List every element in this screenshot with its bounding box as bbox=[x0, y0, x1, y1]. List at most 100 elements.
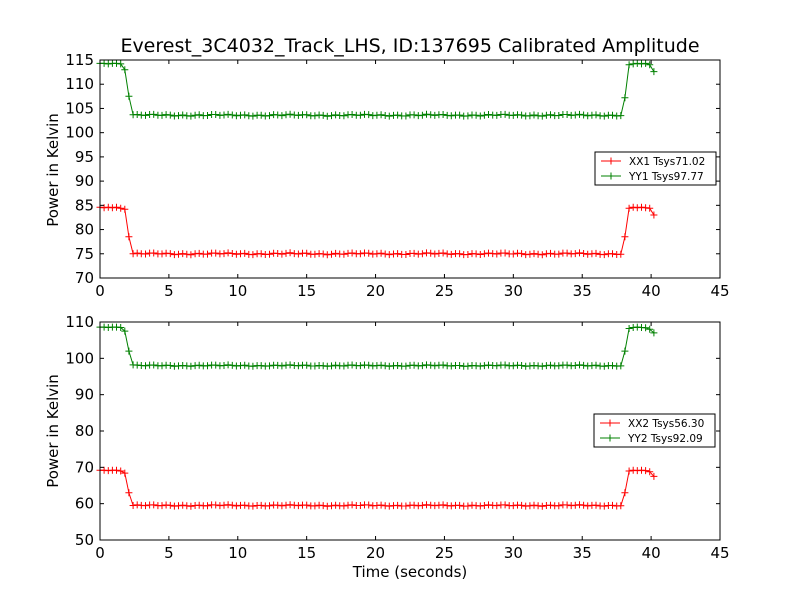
data-point-marker bbox=[228, 501, 236, 509]
data-point-marker bbox=[266, 250, 273, 258]
data-point-marker bbox=[464, 251, 472, 258]
data-point-marker bbox=[187, 251, 195, 259]
y-tick-label: 100 bbox=[65, 124, 94, 142]
data-point-marker bbox=[431, 111, 439, 119]
data-point-marker bbox=[518, 250, 526, 258]
data-point-marker bbox=[117, 467, 125, 475]
data-point-marker bbox=[476, 251, 484, 258]
data-point-marker bbox=[650, 472, 658, 480]
data-point-marker bbox=[328, 362, 335, 370]
data-point-marker bbox=[150, 361, 158, 369]
data-point-marker bbox=[377, 111, 385, 119]
data-point-marker bbox=[294, 250, 302, 258]
data-point-marker bbox=[646, 204, 654, 212]
data-point-marker bbox=[493, 250, 501, 258]
data-point-marker bbox=[650, 68, 658, 76]
data-point-marker bbox=[187, 502, 195, 510]
data-point-marker bbox=[142, 111, 149, 119]
data-point-marker bbox=[286, 361, 294, 369]
data-point-marker bbox=[249, 362, 257, 370]
data-point-marker bbox=[257, 501, 265, 509]
data-point-marker bbox=[394, 250, 402, 258]
data-point-marker bbox=[125, 347, 133, 355]
data-point-marker bbox=[129, 502, 137, 509]
data-point-marker bbox=[365, 361, 373, 369]
data-point-marker bbox=[642, 467, 650, 475]
data-point-marker bbox=[555, 502, 563, 510]
data-point-marker bbox=[538, 251, 546, 259]
data-point-marker bbox=[538, 362, 546, 370]
data-point-marker bbox=[563, 111, 571, 118]
data-point-marker bbox=[220, 250, 228, 258]
data-point-marker bbox=[584, 250, 592, 258]
data-point-marker bbox=[501, 110, 509, 118]
bottom-y-axis-label: Power in Kelvin bbox=[44, 374, 62, 488]
data-point-marker bbox=[340, 502, 348, 510]
data-point-marker bbox=[348, 501, 356, 509]
data-point-marker bbox=[220, 362, 228, 369]
data-point-marker bbox=[650, 329, 658, 337]
data-point-marker bbox=[555, 112, 563, 119]
data-point-marker bbox=[319, 111, 327, 119]
data-point-marker bbox=[142, 250, 149, 258]
y-tick-label: 70 bbox=[75, 269, 94, 287]
data-point-marker bbox=[257, 250, 265, 258]
x-tick-label: 30 bbox=[504, 282, 523, 300]
data-point-marker bbox=[410, 249, 418, 257]
data-point-marker bbox=[493, 502, 501, 510]
data-point-marker bbox=[340, 112, 348, 120]
data-point-marker bbox=[212, 111, 220, 118]
bottom-plot-panel: Power in Kelvin Time (seconds) 0 5 10 15 20 2… bbox=[44, 313, 730, 581]
data-point-marker bbox=[356, 502, 364, 509]
y-tick-label: 100 bbox=[65, 349, 94, 367]
data-point-marker bbox=[319, 362, 327, 370]
legend-swatch-marker bbox=[606, 419, 614, 427]
data-point-marker bbox=[501, 501, 509, 509]
data-point-marker bbox=[286, 110, 294, 118]
data-point-marker bbox=[166, 362, 174, 369]
data-point-marker bbox=[356, 111, 364, 119]
data-point-marker bbox=[526, 112, 534, 120]
data-point-marker bbox=[646, 468, 654, 476]
data-point-marker bbox=[328, 112, 335, 120]
data-point-marker bbox=[456, 501, 464, 509]
legend-entry-1: XX2 Tsys56.30 bbox=[600, 418, 704, 430]
data-point-marker bbox=[166, 250, 174, 258]
data-point-marker bbox=[547, 249, 554, 257]
data-point-marker bbox=[402, 112, 410, 120]
data-point-marker bbox=[480, 250, 488, 258]
data-point-marker bbox=[175, 250, 182, 258]
data-point-marker bbox=[394, 362, 402, 369]
data-point-marker bbox=[274, 250, 282, 257]
data-point-marker bbox=[220, 111, 228, 119]
data-point-marker bbox=[266, 362, 273, 370]
data-point-marker bbox=[224, 110, 232, 118]
data-point-marker bbox=[402, 362, 410, 370]
data-point-marker bbox=[303, 111, 311, 119]
x-tick-label: 25 bbox=[435, 544, 454, 562]
data-point-marker bbox=[621, 94, 629, 102]
data-point-marker bbox=[464, 502, 472, 510]
data-point-marker bbox=[179, 111, 187, 119]
data-point-marker bbox=[377, 361, 385, 369]
data-point-marker bbox=[117, 60, 125, 68]
y-tick-label: 90 bbox=[75, 172, 94, 190]
data-point-marker bbox=[592, 501, 600, 509]
data-point-marker bbox=[121, 469, 129, 477]
data-point-marker bbox=[617, 502, 625, 510]
legend-box bbox=[594, 151, 717, 186]
data-point-marker bbox=[609, 250, 616, 258]
data-point-marker bbox=[600, 502, 608, 510]
data-point-marker bbox=[266, 502, 273, 510]
data-point-marker bbox=[117, 324, 125, 331]
data-point-marker bbox=[278, 362, 286, 370]
data-point-marker bbox=[501, 249, 509, 257]
x-tick-label: 15 bbox=[297, 544, 316, 562]
data-point-marker bbox=[133, 249, 141, 257]
data-point-marker bbox=[621, 233, 629, 241]
data-point-marker bbox=[319, 502, 327, 510]
data-point-marker bbox=[179, 250, 187, 258]
data-point-marker bbox=[175, 112, 182, 120]
data-point-marker bbox=[530, 250, 538, 258]
